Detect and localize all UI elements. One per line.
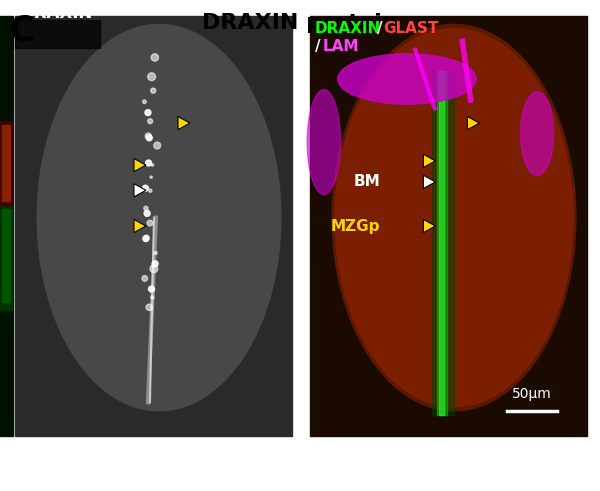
Text: DRAXIN protein: DRAXIN protein <box>202 13 398 33</box>
Text: BM: BM <box>353 174 380 190</box>
Circle shape <box>144 211 150 217</box>
Text: 50μm: 50μm <box>512 387 552 401</box>
Polygon shape <box>424 219 436 233</box>
Text: C: C <box>8 13 34 47</box>
Circle shape <box>152 261 158 267</box>
Polygon shape <box>178 116 190 130</box>
Polygon shape <box>424 175 436 189</box>
Circle shape <box>143 236 149 242</box>
Circle shape <box>151 164 154 166</box>
Polygon shape <box>134 219 146 233</box>
Circle shape <box>149 189 152 192</box>
Text: LAM: LAM <box>323 39 359 54</box>
Polygon shape <box>467 116 479 130</box>
Text: /: / <box>315 39 320 54</box>
Ellipse shape <box>307 89 340 194</box>
Bar <box>2 209 10 301</box>
Circle shape <box>142 185 148 191</box>
Circle shape <box>142 275 148 281</box>
Circle shape <box>148 119 152 124</box>
Circle shape <box>147 220 153 226</box>
Polygon shape <box>134 184 146 197</box>
Circle shape <box>145 133 151 139</box>
Circle shape <box>144 235 149 240</box>
Ellipse shape <box>335 28 573 407</box>
Polygon shape <box>424 154 436 167</box>
Text: DRAXIN: DRAXIN <box>315 21 381 36</box>
Bar <box>0 121 12 205</box>
Circle shape <box>150 176 152 178</box>
Ellipse shape <box>332 25 576 411</box>
Ellipse shape <box>37 25 281 411</box>
Circle shape <box>154 251 157 254</box>
Circle shape <box>146 160 152 166</box>
Bar <box>310 16 587 436</box>
Circle shape <box>146 135 152 141</box>
Circle shape <box>149 286 155 292</box>
Circle shape <box>150 265 158 273</box>
Ellipse shape <box>338 54 476 104</box>
Circle shape <box>154 142 161 149</box>
Bar <box>2 125 10 201</box>
Circle shape <box>143 100 146 104</box>
Circle shape <box>151 54 158 61</box>
Circle shape <box>148 73 155 81</box>
Text: /: / <box>377 21 383 36</box>
Text: DRAXIN: DRAXIN <box>21 4 93 22</box>
Bar <box>15 20 100 48</box>
Circle shape <box>146 304 152 310</box>
Circle shape <box>144 206 148 211</box>
Text: MZGp: MZGp <box>331 218 380 234</box>
Circle shape <box>145 109 151 115</box>
Circle shape <box>151 296 154 299</box>
Text: GLAST: GLAST <box>383 21 439 36</box>
Bar <box>433 71 454 415</box>
Bar <box>437 71 448 415</box>
Bar <box>439 71 445 415</box>
Bar <box>15 16 292 436</box>
Circle shape <box>151 88 156 93</box>
Ellipse shape <box>521 92 554 176</box>
Polygon shape <box>134 159 146 172</box>
Bar <box>0 16 13 436</box>
Bar <box>0 205 12 310</box>
